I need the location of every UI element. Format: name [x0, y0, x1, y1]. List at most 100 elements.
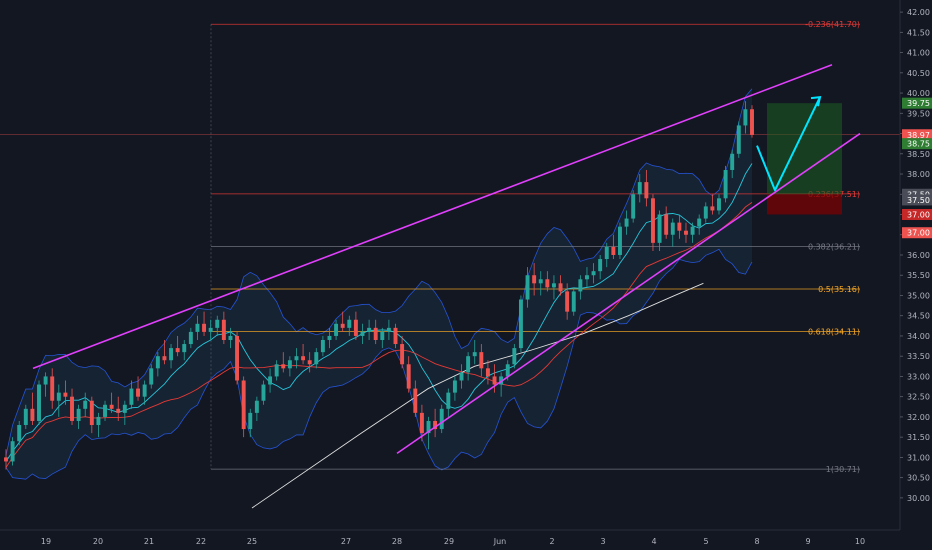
candle-body [274, 364, 279, 377]
price-tick-label: 36.00 [907, 251, 930, 260]
candle-body [505, 364, 510, 377]
candle-body [518, 299, 523, 349]
candle-body [730, 153, 735, 170]
candle-body [710, 206, 715, 211]
time-axis[interactable]: 19 20 21 22 25 27 28 29 Jun 2 3 4 5 8 9 10 [0, 529, 932, 550]
candle-body [684, 230, 688, 235]
price-tick-label: 41.00 [907, 49, 930, 58]
candle-body [221, 319, 226, 340]
price-tick-label: 35.50 [907, 271, 930, 280]
bollinger-band-layer [5, 88, 753, 480]
candle-body [604, 246, 609, 260]
price-badge [902, 194, 932, 206]
price-tick-label: 42.00 [907, 8, 930, 17]
time-tick-label: 22 [196, 537, 206, 546]
time-tick-label: 8 [754, 537, 759, 546]
price-badge-label: 37.00 [907, 229, 930, 238]
price-tick-label: 30.00 [907, 494, 930, 503]
candle-body [367, 327, 372, 332]
price-tick-label: 38.00 [907, 170, 930, 179]
candle-body [254, 400, 259, 413]
time-tick-label: 3 [600, 537, 605, 546]
price-tick-label: 40.00 [907, 89, 930, 98]
candle-body [30, 408, 35, 421]
fib-level-label: 1(30.71) [826, 465, 860, 474]
projection-arrow[interactable] [756, 96, 821, 192]
stop-loss-zone[interactable] [767, 194, 842, 215]
candle-body [182, 344, 187, 353]
candle-body [175, 348, 180, 353]
bollinger-fill [6, 88, 752, 480]
candle-body [611, 246, 616, 255]
price-badge [902, 129, 932, 141]
candle-body [677, 222, 682, 231]
candle-body [624, 218, 629, 227]
candle-body [479, 352, 484, 369]
candle-body [413, 388, 418, 413]
candle-body [492, 376, 497, 385]
price-tick-label: 31.50 [907, 433, 930, 442]
candle-body [83, 400, 88, 409]
time-tick-label: 2 [549, 537, 554, 546]
fibonacci-retracement-layer: -0.236(41.70)0.236(37.51)0.382(36.21)0.5… [0, 20, 900, 474]
price-badge-label: 37.50 [907, 196, 930, 205]
fib-level-label: 0.5(35.16) [818, 285, 860, 294]
candle-body [538, 279, 543, 284]
candle-body [136, 388, 140, 397]
candle-body [664, 214, 669, 235]
candle-body [386, 327, 391, 332]
time-axis-background [0, 530, 932, 550]
candle-body [228, 335, 233, 340]
candle-body [307, 360, 312, 365]
price-badge [902, 188, 932, 200]
candle-body [202, 323, 207, 332]
candle-body [485, 368, 490, 377]
price-badge [902, 209, 932, 221]
fib-level-label: 0.382(36.21) [808, 242, 860, 251]
candle-body [327, 335, 332, 340]
candle-body [558, 283, 563, 292]
long-position-zone-layer [767, 103, 842, 215]
candle-body [261, 384, 266, 401]
candle-body [736, 125, 741, 154]
ma-slow-line [251, 282, 704, 509]
price-tick-label: 38.50 [907, 150, 930, 159]
price-tick-label: 30.50 [907, 474, 930, 483]
wedge-lower-trendline[interactable] [396, 132, 861, 455]
price-axis-background [900, 0, 932, 550]
bollinger-upper-line [5, 88, 753, 456]
wedge-upper-trendline[interactable] [32, 63, 833, 370]
candle-body [96, 416, 101, 426]
candle-body [406, 364, 411, 389]
price-axis[interactable]: 42.0041.5041.0040.5040.0039.5039.0038.50… [899, 0, 932, 550]
take-profit-zone[interactable] [767, 103, 842, 195]
ma-mid-line [5, 202, 753, 468]
candle-body [657, 214, 662, 243]
candle-body [644, 182, 649, 199]
candle-body [353, 319, 358, 336]
candle-body [631, 194, 636, 219]
projection-arrow-head [810, 95, 822, 107]
candle-body [525, 275, 530, 300]
candle-body [400, 344, 405, 365]
time-tick-label: 5 [703, 537, 708, 546]
candle-body [466, 356, 471, 373]
candle-body [10, 441, 15, 462]
candle-body [578, 279, 583, 292]
candle-body [109, 404, 114, 409]
price-tick-label: 34.00 [907, 332, 930, 341]
candlestick-series [4, 101, 754, 470]
candle-body [472, 352, 477, 357]
candle-body [670, 222, 675, 235]
price-badge-label: 38.97 [907, 131, 930, 140]
candle-body [459, 372, 464, 381]
candle-body [4, 457, 8, 462]
time-tick-label: 20 [93, 537, 103, 546]
candle-body [142, 384, 147, 397]
trendline-drawings [32, 63, 861, 455]
candle-body [56, 392, 61, 401]
candle-body [169, 348, 174, 361]
candle-body [347, 319, 352, 328]
candle-body [320, 340, 325, 353]
